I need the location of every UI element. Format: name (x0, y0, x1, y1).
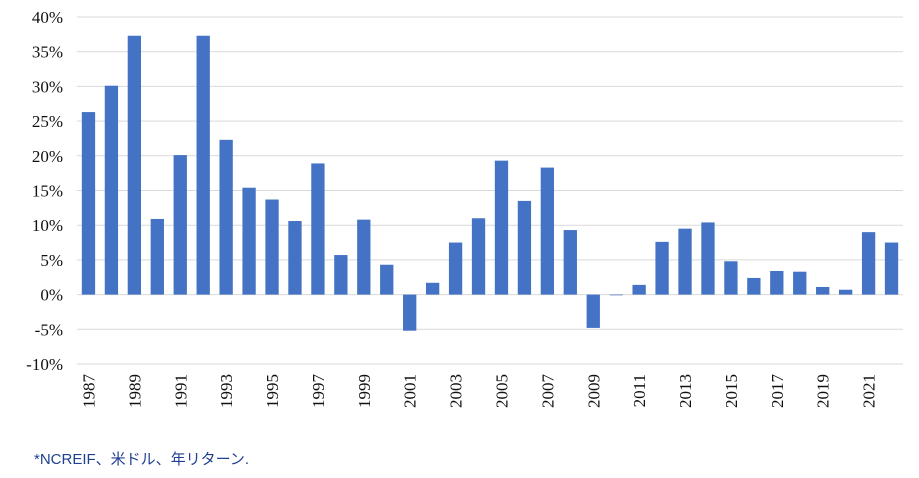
bar-1992 (196, 35, 210, 295)
bar-2005 (494, 160, 509, 295)
bar-2007 (540, 167, 555, 295)
x-axis-tick-labels: 1987 1989 1991 1993 1995 1997 1999 2001 2003 2005… (79, 374, 878, 409)
bar-2010 (609, 294, 623, 296)
y-tick-label: 10% (32, 216, 63, 235)
bar-2014 (701, 222, 715, 295)
x-tick-label: 1987 (79, 374, 98, 409)
y-tick-label: 15% (32, 182, 63, 201)
bar-2016 (747, 277, 761, 295)
y-tick-label: 5% (40, 251, 63, 270)
bars (81, 35, 899, 331)
bar-2004 (471, 218, 486, 295)
y-tick-label: 25% (32, 112, 63, 131)
bar-2018 (793, 271, 807, 295)
x-tick-label: 2011 (630, 374, 649, 407)
bar-2015 (724, 261, 738, 295)
bar-2012 (655, 241, 669, 295)
y-tick-label: 20% (32, 147, 63, 166)
x-tick-label: 2007 (538, 374, 557, 409)
x-tick-label: 1999 (355, 374, 374, 408)
bar-1990 (150, 218, 164, 295)
x-tick-label: 2015 (722, 374, 741, 408)
x-tick-label: 1995 (263, 374, 282, 408)
bar-chart: 40%35%30%25%20%15%10%5%0%-5%-10% 1987 198… (26, 8, 903, 409)
bar-1988 (104, 85, 119, 295)
bar-2008 (563, 230, 577, 295)
x-tick-label: 2013 (676, 374, 695, 408)
bar-2022 (884, 242, 899, 295)
y-tick-label: -10% (26, 355, 63, 374)
bar-2001 (403, 294, 417, 331)
bar-2011 (632, 284, 646, 295)
footnote: *NCREIF、米ドル、年リターン. (34, 451, 250, 468)
bar-1989 (127, 35, 142, 295)
x-tick-label: 1997 (309, 374, 328, 409)
y-tick-label: -5% (35, 320, 63, 339)
y-tick-label: 35% (32, 43, 63, 62)
bar-1995 (265, 199, 279, 295)
x-tick-label: 2005 (492, 374, 511, 408)
bar-1993 (219, 139, 233, 295)
bar-2020 (838, 289, 853, 295)
x-tick-label: 2001 (401, 374, 420, 408)
bar-2003 (448, 242, 463, 295)
x-tick-label: 1991 (171, 374, 190, 408)
bar-1999 (357, 219, 371, 295)
bar-1994 (242, 187, 256, 295)
x-tick-label: 1993 (217, 374, 236, 408)
bar-2006 (517, 200, 532, 295)
x-tick-label: 2017 (768, 374, 787, 409)
bar-2017 (770, 271, 784, 295)
x-tick-label: 2003 (447, 374, 466, 408)
bar-2002 (425, 282, 440, 295)
x-tick-label: 2021 (860, 374, 879, 408)
y-tick-label: 0% (40, 286, 63, 305)
y-tick-label: 30% (32, 77, 63, 96)
bar-1987 (81, 112, 96, 295)
bar-2000 (380, 264, 394, 295)
gridlines (77, 16, 903, 365)
x-tick-label: 2019 (814, 374, 833, 408)
x-tick-label: 2009 (584, 374, 603, 408)
bar-2019 (816, 286, 830, 295)
bar-2013 (678, 228, 692, 295)
y-axis-tick-labels: 40% 35% 30% 25% 20% 15% 10% 5% 0% -5% -10% (26, 8, 63, 374)
bar-1997 (311, 163, 325, 295)
bar-1991 (173, 155, 187, 295)
x-tick-label: 1989 (125, 374, 144, 408)
y-tick-label: 40% (32, 8, 63, 27)
bar-2009 (586, 294, 600, 328)
bar-1996 (288, 221, 302, 295)
bar-2021 (861, 232, 876, 295)
bar-1998 (334, 255, 348, 295)
